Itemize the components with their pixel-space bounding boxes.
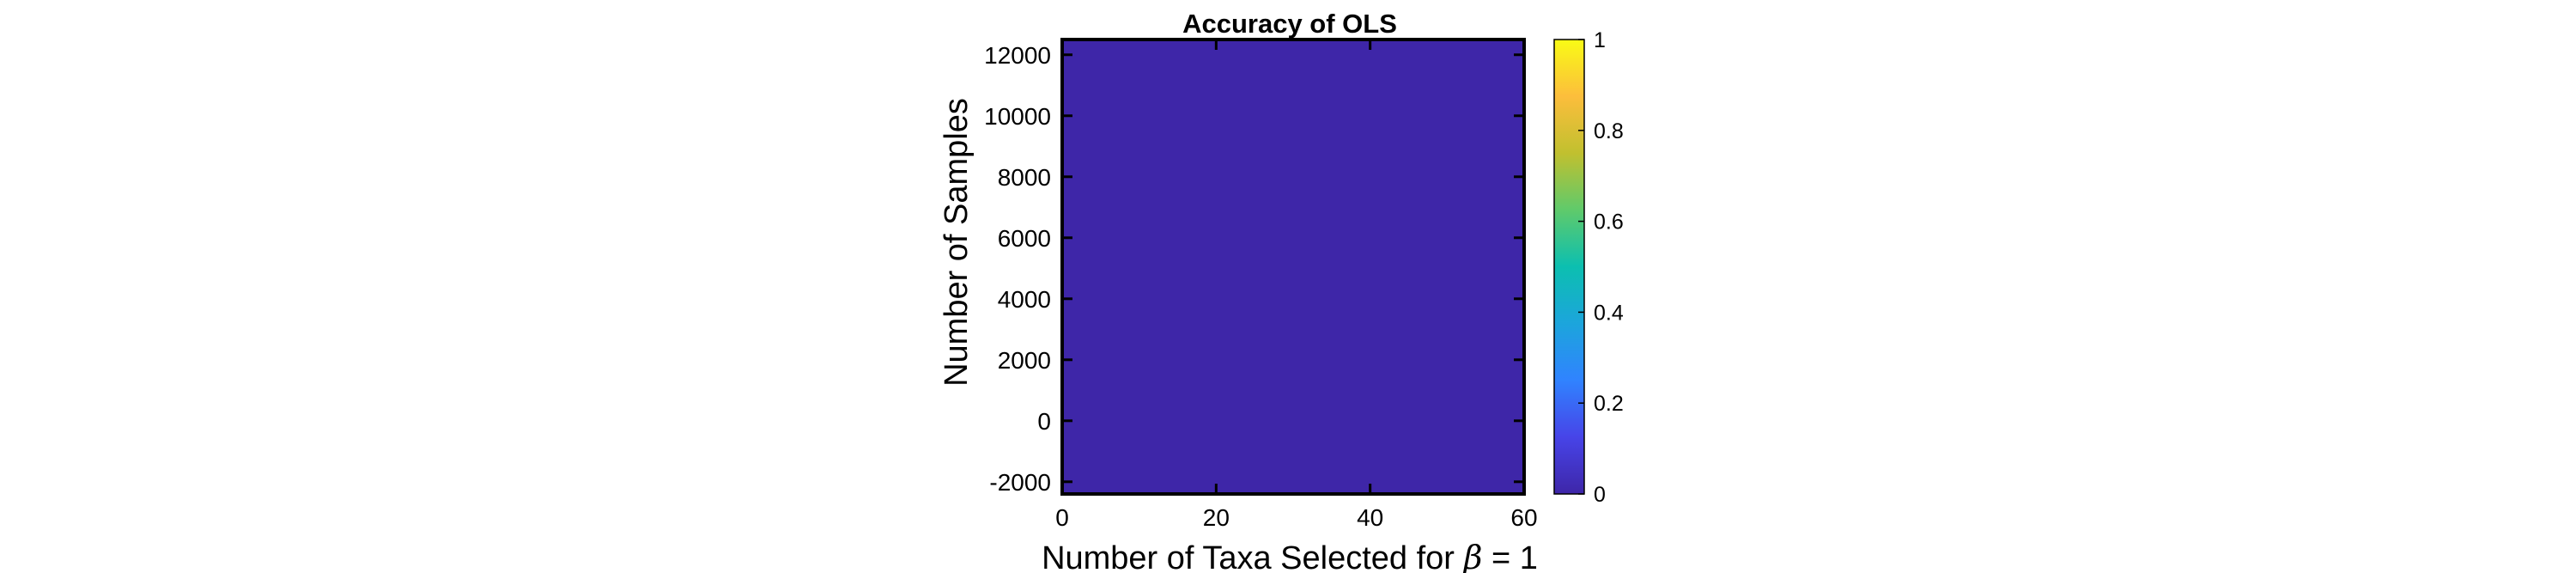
colorbar-tick-label: 1 xyxy=(1594,28,1606,52)
chart-title: Accuracy of OLS xyxy=(1182,9,1397,39)
y-tick-label: 4000 xyxy=(998,286,1051,313)
x-tick-label: 40 xyxy=(1357,504,1383,531)
heatmap-cell xyxy=(1062,40,1524,494)
colorbar: 0 0.2 0.4 0.6 0.8 1 xyxy=(1553,28,1624,507)
colorbar-tick-label: 0.4 xyxy=(1594,301,1624,325)
y-tick-label: 0 xyxy=(1037,408,1051,435)
x-tick-label: 20 xyxy=(1203,504,1230,531)
y-tick-label: 2000 xyxy=(998,347,1051,374)
colorbar-tick-label: 0.8 xyxy=(1594,119,1624,143)
colorbar-scale xyxy=(1553,39,1585,495)
x-tick-label: 0 xyxy=(1055,504,1069,531)
x-axis-title-symbol: β xyxy=(1462,539,1483,573)
colorbar-tick-label: 0 xyxy=(1594,483,1606,507)
plot-area xyxy=(1060,38,1526,496)
x-axis-title-prefix: Number of Taxa Selected for xyxy=(1042,540,1463,573)
y-tick-label: -2000 xyxy=(989,469,1051,496)
y-tick-label: 10000 xyxy=(984,103,1051,130)
y-tick-label: 8000 xyxy=(998,164,1051,191)
colorbar-tick-label: 0.6 xyxy=(1594,210,1624,235)
x-axis-title: Number of Taxa Selected for β = 1 xyxy=(1042,539,1538,573)
y-tick-label: 6000 xyxy=(998,225,1051,252)
plot-frame xyxy=(1060,38,1526,496)
x-axis-ticks: 0 20 40 60 xyxy=(1055,40,1538,531)
x-tick-label: 60 xyxy=(1510,504,1537,531)
y-axis-ticks: -2000 0 2000 4000 6000 8000 10000 12000 xyxy=(984,42,1524,496)
y-tick-label: 12000 xyxy=(984,42,1051,69)
y-axis-title: Number of Samples xyxy=(939,98,975,387)
x-axis-title-suffix: = 1 xyxy=(1482,540,1537,573)
colorbar-tick-label: 0.2 xyxy=(1594,392,1624,416)
